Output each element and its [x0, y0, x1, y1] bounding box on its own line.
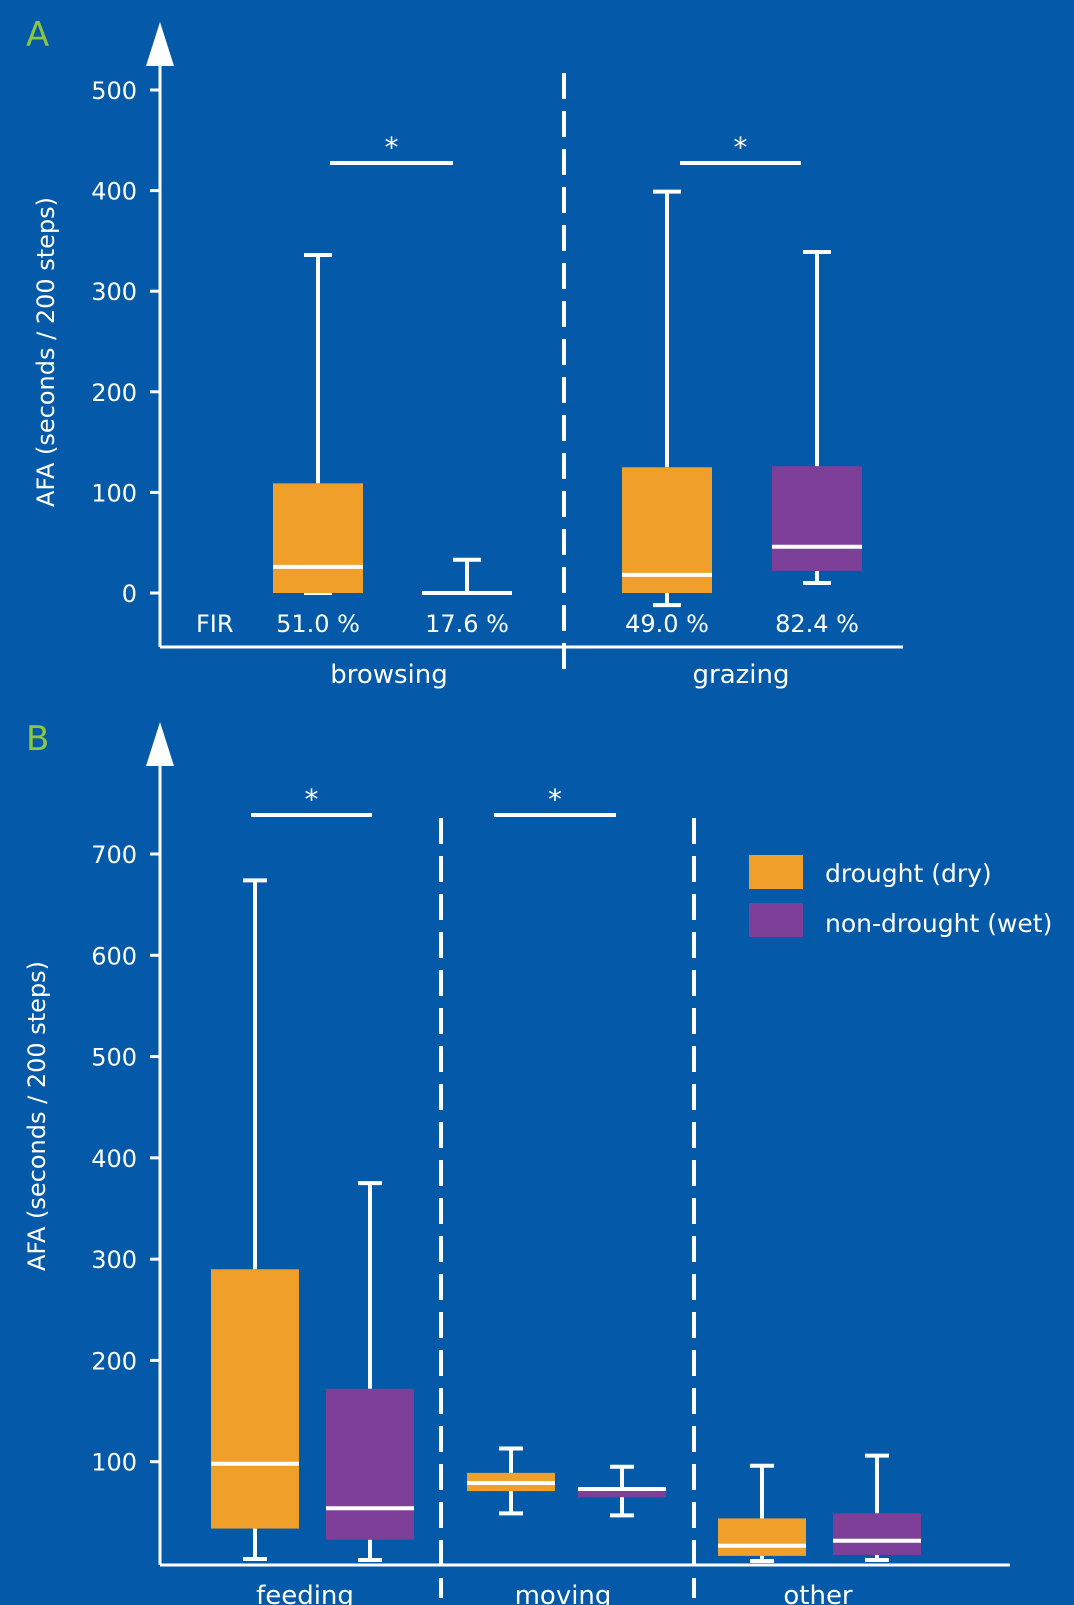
significance-star: *: [548, 783, 562, 816]
box-drought: [718, 1518, 806, 1556]
y-axis-arrow-icon: [146, 722, 174, 766]
panel-b-label: B: [26, 719, 49, 759]
box-non_drought: [833, 1513, 921, 1555]
legend-swatch-non-drought: [749, 903, 803, 937]
y-tick-label: 0: [122, 580, 137, 608]
box-drought: [622, 467, 712, 593]
legend-label-drought: drought (dry): [825, 859, 992, 888]
box-drought: [273, 483, 363, 593]
significance-star: *: [385, 131, 399, 164]
y-tick-label: 400: [91, 1145, 137, 1173]
significance-star: *: [305, 783, 319, 816]
legend-swatch-drought: [749, 855, 803, 889]
category-label-browsing: browsing: [330, 660, 448, 690]
box-drought: [211, 1269, 299, 1529]
y-axis-arrow-icon: [146, 22, 174, 66]
panel-b: B AFA (seconds / 200 steps) feeding movi…: [23, 719, 1052, 1605]
category-label-grazing: grazing: [693, 660, 790, 690]
fir-label: FIR: [196, 610, 234, 638]
y-tick-label: 300: [91, 278, 137, 306]
panel-a: A AFA (seconds / 200 steps) FIR browsing…: [26, 15, 903, 690]
legend-label-non-drought: non-drought (wet): [825, 909, 1052, 938]
panel-a-y-axis-label: AFA (seconds / 200 steps): [32, 197, 60, 507]
y-tick-label: 500: [91, 77, 137, 105]
significance-star: *: [734, 131, 748, 164]
y-tick-label: 200: [91, 379, 137, 407]
y-tick-label: 600: [91, 942, 137, 970]
legend: drought (dry) non-drought (wet): [749, 855, 1052, 938]
y-tick-label: 400: [91, 178, 137, 206]
y-tick-label: 300: [91, 1246, 137, 1274]
box-non_drought: [326, 1388, 414, 1540]
fir-value: 51.0 %: [276, 610, 360, 638]
category-label-other: other: [783, 1581, 853, 1605]
y-tick-label: 100: [91, 479, 137, 507]
box-non_drought: [772, 466, 862, 571]
y-tick-label: 200: [91, 1347, 137, 1375]
category-label-moving: moving: [515, 1581, 612, 1605]
fir-value: 17.6 %: [425, 610, 509, 638]
y-tick-label: 700: [91, 841, 137, 869]
panel-a-label: A: [26, 15, 49, 55]
fir-value: 82.4 %: [775, 610, 859, 638]
category-label-feeding: feeding: [256, 1581, 354, 1605]
panel-b-y-axis-label: AFA (seconds / 200 steps): [23, 961, 51, 1271]
y-tick-label: 500: [91, 1044, 137, 1072]
box-non_drought: [578, 1487, 666, 1498]
fir-value: 49.0 %: [625, 610, 709, 638]
y-tick-label: 100: [91, 1449, 137, 1477]
